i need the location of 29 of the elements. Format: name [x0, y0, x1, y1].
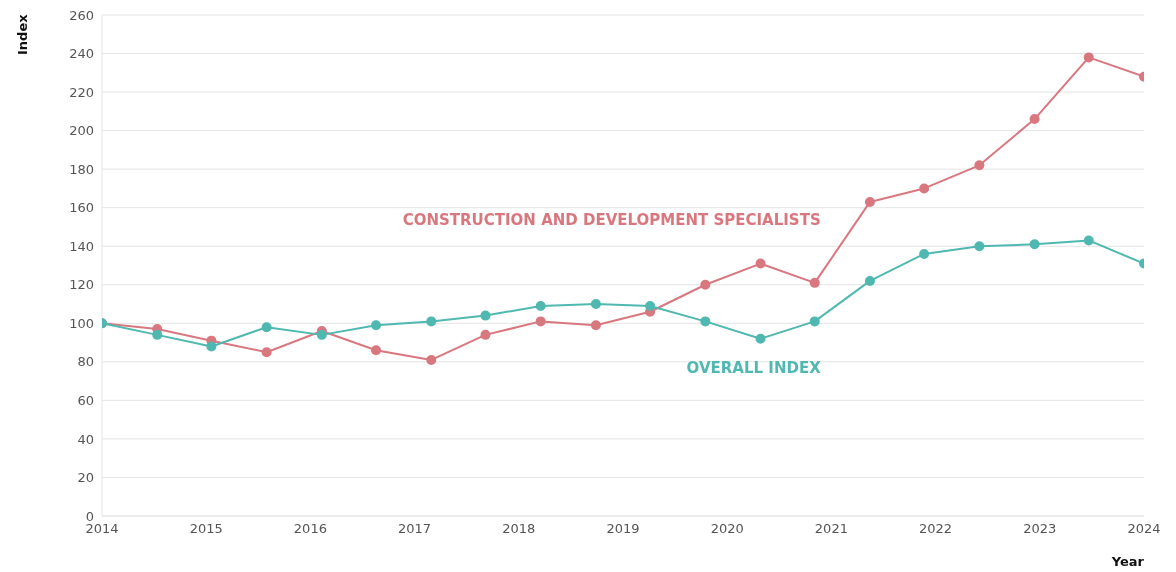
y-axis-title: Index: [15, 13, 31, 55]
y-tick-label: 120: [69, 277, 94, 293]
x-tick-label: 2023: [1023, 521, 1057, 537]
y-tick-label: 200: [69, 123, 94, 139]
y-tick-label: 40: [77, 431, 94, 447]
x-tick-label: 2018: [502, 521, 536, 537]
x-tick-label: 2016: [293, 521, 327, 537]
y-tick-label: 100: [69, 315, 94, 331]
series-label: OVERALL INDEX: [686, 359, 822, 378]
x-axis-title: Year: [1110, 554, 1145, 569]
series-label: CONSTRUCTION AND DEVELOPMENT SPECIALISTS: [402, 210, 821, 229]
x-tick-label: 2017: [398, 521, 432, 537]
x-tick-label: 2015: [189, 521, 223, 537]
y-tick-label: 60: [77, 393, 94, 408]
x-tick-label: 2022: [919, 521, 953, 537]
x-tick-label: 2021: [814, 521, 848, 537]
y-tick-label: 220: [69, 84, 94, 100]
y-tick-label: 0: [85, 508, 94, 524]
y-tick-label: 140: [69, 238, 94, 254]
x-tick-label: 2020: [710, 521, 744, 537]
x-tick-label: 2019: [606, 521, 640, 537]
y-tick-label: 20: [77, 470, 94, 486]
y-tick-label: 160: [69, 200, 94, 216]
y-tick-label: 180: [69, 161, 94, 177]
x-tick-label: 2024: [1127, 521, 1161, 537]
y-tick-label: 240: [69, 46, 94, 62]
y-tick-label: 80: [77, 354, 94, 370]
x-tick-label: 2014: [85, 521, 119, 537]
y-tick-label: 260: [69, 7, 94, 23]
